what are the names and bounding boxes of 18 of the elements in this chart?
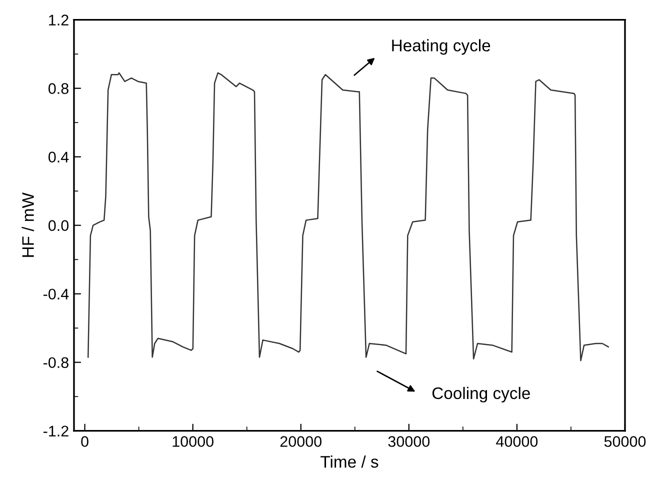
y-tick-label: -0.4 — [43, 288, 69, 300]
y-tick-label: 0.0 — [48, 220, 69, 232]
y-tick-label: 0.4 — [48, 152, 69, 162]
x-tick-label: 20000 — [280, 436, 322, 447]
x-axis-title: Time / s — [320, 455, 378, 468]
y-tick-label: -1.2 — [43, 426, 68, 436]
annotation: Cooling cycle — [432, 386, 530, 402]
y-tick-label: 1.2 — [49, 14, 68, 26]
line-series — [87, 72, 609, 362]
x-tick-label: 0 — [81, 436, 88, 447]
x-tick-label: 30000 — [388, 436, 430, 447]
y-tick-label: 0.8 — [48, 83, 68, 94]
x-tick-label: 40000 — [496, 436, 538, 447]
y-tick-label: -0.8 — [43, 357, 68, 368]
y-axis-title: HF / mW — [22, 192, 34, 257]
annotation: Heating cycle — [392, 39, 490, 55]
x-tick-label: 10000 — [172, 436, 214, 447]
x-tick-label: 50000 — [604, 436, 646, 447]
